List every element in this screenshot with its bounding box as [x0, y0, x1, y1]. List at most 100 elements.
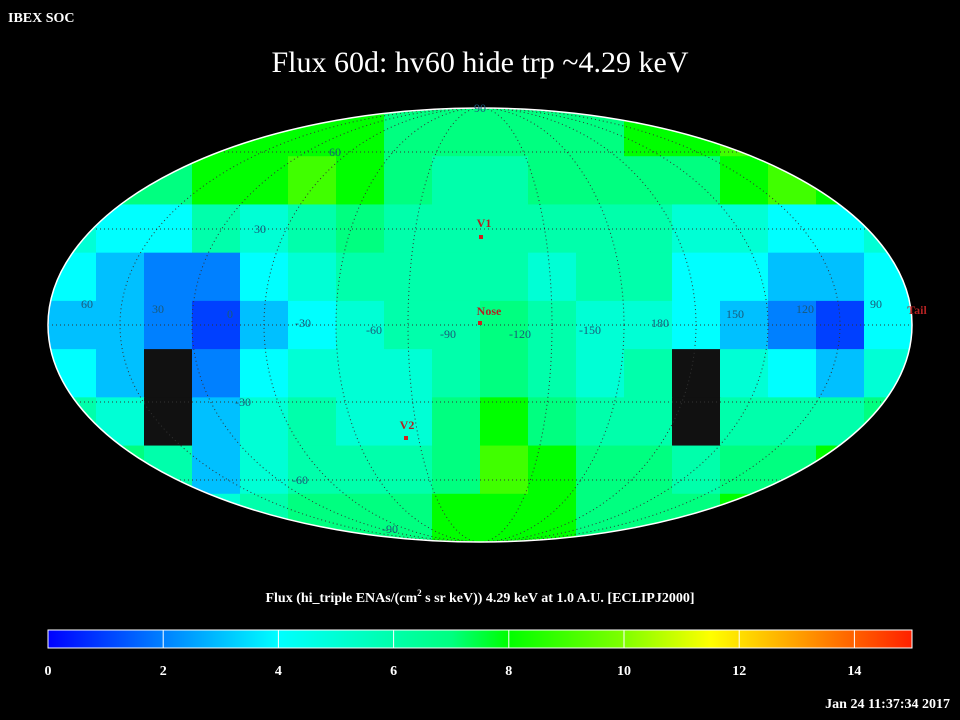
- timestamp: Jan 24 11:37:34 2017: [825, 697, 950, 712]
- map-cell: [768, 252, 817, 302]
- lon-label: -30: [295, 316, 311, 330]
- map-cell: [672, 397, 721, 447]
- map-cell: [768, 445, 817, 495]
- map-cell: [576, 252, 625, 302]
- map-cell: [336, 445, 385, 495]
- map-cell: [768, 493, 817, 542]
- marker-label: Tail: [907, 303, 927, 317]
- colorbar-tick-label: 12: [732, 664, 746, 679]
- lon-label: 180: [651, 316, 669, 330]
- map-cell: [528, 445, 577, 495]
- map-cell: [144, 445, 193, 495]
- map-cell: [48, 349, 97, 398]
- map-cell: [240, 156, 289, 205]
- map-cell: [48, 252, 97, 302]
- marker-label: Nose: [477, 304, 502, 318]
- map-cell: [528, 349, 577, 398]
- colorbar-tick-label: 0: [45, 664, 52, 679]
- lon-label: -60: [366, 323, 382, 337]
- lon-label: 0: [227, 307, 233, 321]
- map-cell: [336, 108, 385, 157]
- map-cell: [576, 397, 625, 447]
- map-cell: [288, 445, 337, 495]
- map-cell: [144, 397, 193, 447]
- map-cell: [336, 397, 385, 447]
- longitude-labels: 60 30 0 -30 -60 -90 -120 -150 180 150 12…: [81, 101, 882, 536]
- marker-dot: [478, 321, 482, 325]
- map-cell: [528, 156, 577, 205]
- map-cell: [144, 493, 193, 542]
- colorbar-ticks: 0 2 4 6 8 10 12 14: [45, 630, 861, 679]
- map-cell: [624, 252, 673, 302]
- map-cell: [528, 108, 577, 157]
- map-cell: [720, 349, 769, 398]
- map-cell: [48, 493, 97, 542]
- map-cell: [864, 349, 912, 398]
- map-cell: [384, 252, 433, 302]
- map-cell: [576, 156, 625, 205]
- map-cell: [432, 349, 481, 398]
- colorbar-tick-label: 8: [505, 664, 512, 679]
- map-cell: [816, 252, 865, 302]
- map-cell: [480, 397, 529, 447]
- map-cell: [816, 349, 865, 398]
- lon-label: 90: [870, 297, 882, 311]
- lon-label: -90: [440, 327, 456, 341]
- map-cell: [48, 108, 97, 157]
- map-cell: [96, 349, 145, 398]
- lat-label: 60: [329, 145, 341, 159]
- colorbar: [47, 629, 913, 649]
- map-cell: [48, 445, 97, 495]
- map-cell: [384, 349, 433, 398]
- map-cell: [720, 108, 769, 157]
- title: Flux 60d: hv60 hide trp ~4.29 keV: [271, 46, 688, 79]
- map-cell: [768, 108, 817, 157]
- map-cell: [192, 252, 241, 302]
- map-cell: [720, 156, 769, 205]
- map-cell: [672, 252, 721, 302]
- map-cell: [144, 252, 193, 302]
- map-cell: [432, 493, 481, 542]
- lon-label: 150: [726, 307, 744, 321]
- map-cell: [864, 493, 912, 542]
- map-cell: [480, 493, 529, 542]
- map-cell: [576, 108, 625, 157]
- map-cell: [624, 445, 673, 495]
- map-cell: [624, 156, 673, 205]
- map-cell: [864, 252, 912, 302]
- map-cell: [144, 108, 193, 157]
- map-cell: [288, 252, 337, 302]
- markers: V1 Nose V2 Tail: [400, 216, 927, 440]
- map-cell: [384, 397, 433, 447]
- map-cell: [528, 397, 577, 447]
- map-cell: [96, 397, 145, 447]
- map-cell: [48, 397, 97, 447]
- colorbar-tick-label: 10: [617, 664, 631, 679]
- colorbar-tick-label: 4: [275, 664, 282, 679]
- colorbar-tick-label: 6: [390, 664, 397, 679]
- app-label: IBEX SOC: [8, 11, 75, 26]
- map-cell: [480, 156, 529, 205]
- map-cell: [48, 204, 97, 254]
- map-cell: [288, 397, 337, 447]
- lat-label: 30: [254, 222, 266, 236]
- colorbar-tick-label: 2: [160, 664, 167, 679]
- lon-label: -120: [509, 327, 531, 341]
- map-cell: [336, 156, 385, 205]
- map-cell: [48, 156, 97, 205]
- map-cell: [720, 397, 769, 447]
- map-cell: [240, 349, 289, 398]
- lon-label: 120: [796, 302, 814, 316]
- colorbar-title: Flux (hi_triple ENAs/(cm2 s sr keV)) 4.2…: [265, 588, 694, 606]
- map-cell: [432, 397, 481, 447]
- map-cell: [864, 204, 912, 254]
- map-cell: [384, 493, 433, 542]
- map-cell: [144, 349, 193, 398]
- map-cell: [384, 445, 433, 495]
- map-cell: [432, 252, 481, 302]
- map-cell: [96, 252, 145, 302]
- map-cell: [768, 397, 817, 447]
- map-cell: [288, 156, 337, 205]
- map-cell: [816, 445, 865, 495]
- map-cell: [240, 252, 289, 302]
